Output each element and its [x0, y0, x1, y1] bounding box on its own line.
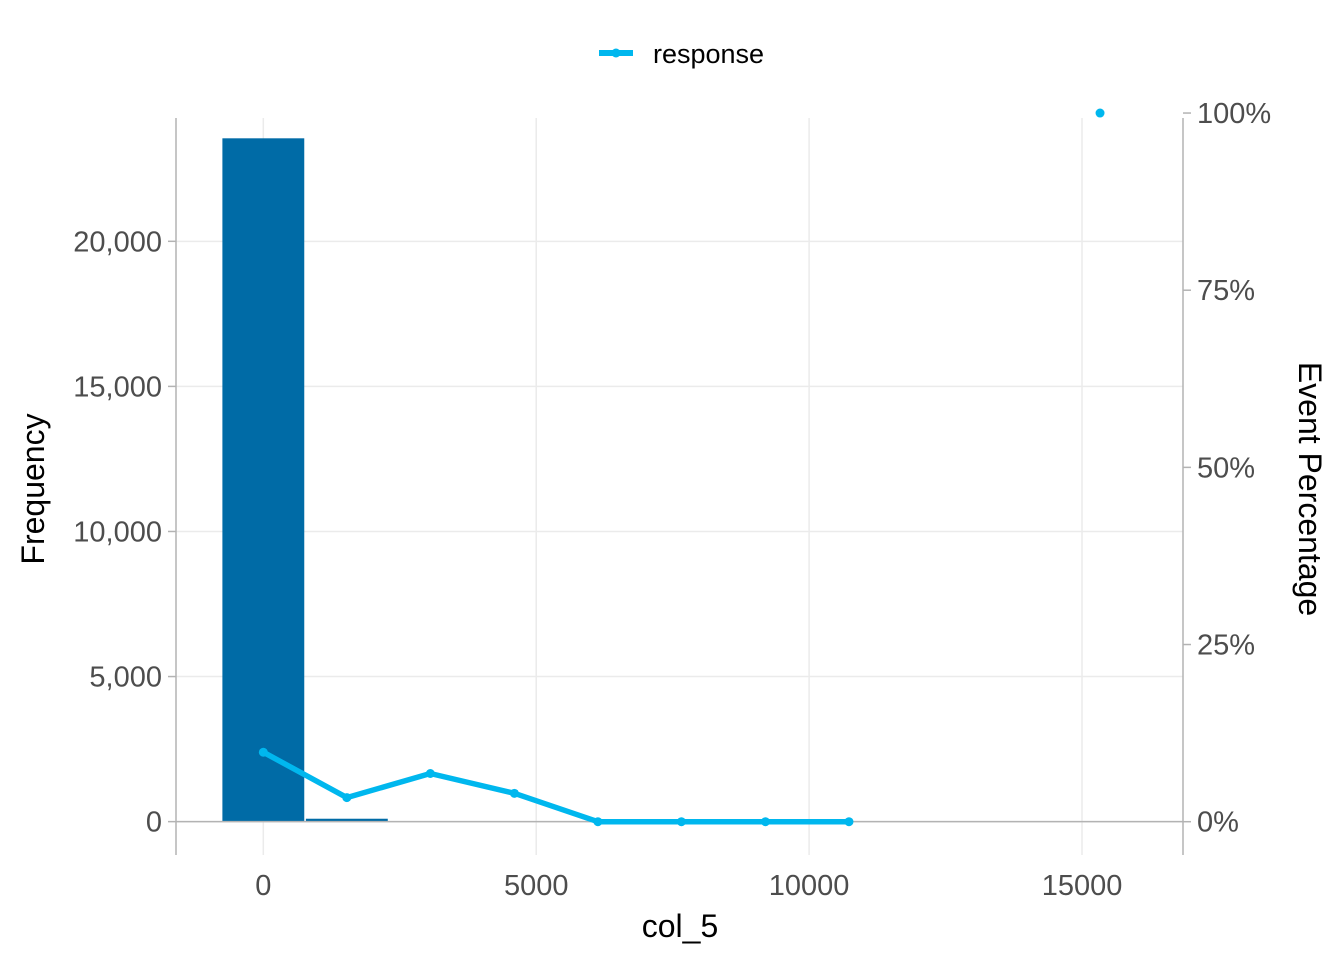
x-tick-label-3: 15000 [1042, 870, 1123, 902]
x-tick-label-2: 10000 [769, 870, 850, 902]
y2-axis-title: Event Percentage [1292, 362, 1328, 616]
series-isolated-point-0 [1095, 108, 1105, 118]
series-point-5 [676, 817, 686, 827]
histogram-bar-0 [222, 138, 305, 822]
axes [168, 112, 1191, 855]
x-tick-label-0: 0 [255, 870, 271, 902]
y-axis-title: Frequency [15, 413, 51, 564]
x-axis-title: col_5 [642, 908, 719, 944]
y-tick-label-1: 5,000 [89, 662, 162, 694]
y2-tick-label-0: 0% [1197, 807, 1239, 839]
y2-tick-label-3: 75% [1197, 275, 1255, 307]
legend: response [599, 39, 764, 69]
y-tick-label-2: 10,000 [73, 516, 162, 548]
y2-tick-label-2: 50% [1197, 452, 1255, 484]
y-tick-label-0: 0 [146, 807, 162, 839]
y-tick-label-3: 15,000 [73, 371, 162, 403]
legend-key-point [611, 48, 621, 58]
series-point-0 [258, 747, 268, 757]
grid-lines [176, 118, 1183, 855]
y-tick-label-4: 20,000 [73, 226, 162, 258]
series [258, 108, 1105, 827]
series-point-3 [509, 788, 519, 798]
legend-label-response: response [653, 39, 764, 69]
y2-tick-label-4: 100% [1197, 98, 1271, 130]
series-point-7 [844, 817, 854, 827]
tick-labels: 0 5000 10000 15000 0 5,000 10,000 15,000 20,000 0… [73, 98, 1271, 902]
y2-tick-label-1: 25% [1197, 630, 1255, 662]
x-tick-label-1: 5000 [504, 870, 569, 902]
bars [222, 138, 388, 822]
series-line-0 [260, 749, 852, 825]
series-point-1 [342, 793, 352, 803]
series-point-2 [425, 769, 435, 779]
series-point-6 [760, 817, 770, 827]
series-point-4 [593, 817, 603, 827]
histogram-bar-1 [305, 818, 388, 822]
